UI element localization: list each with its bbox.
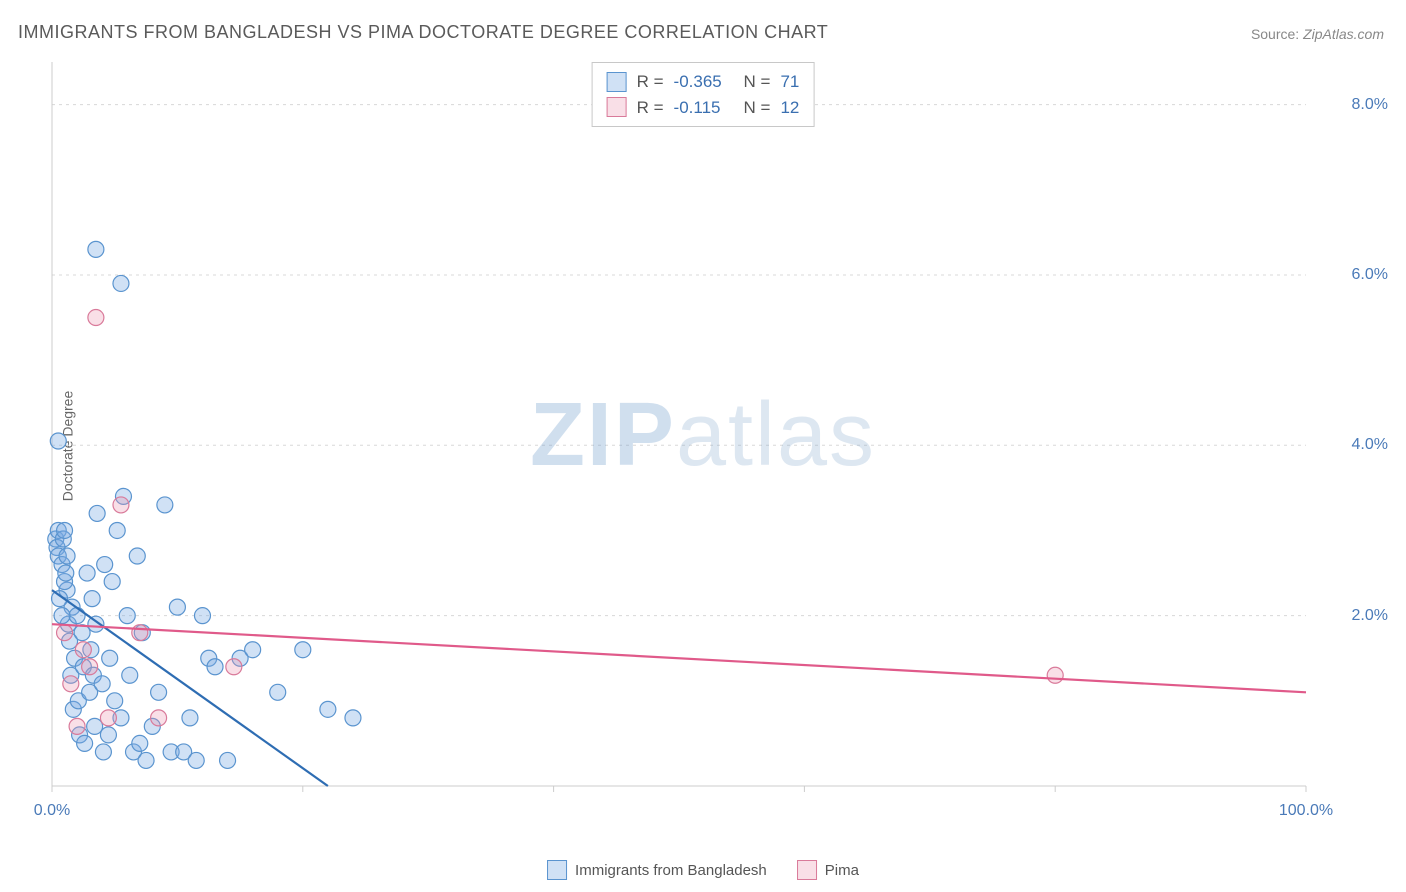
scatter-point — [194, 608, 210, 624]
scatter-point — [88, 241, 104, 257]
scatter-point — [226, 659, 242, 675]
scatter-point — [79, 565, 95, 581]
scatter-point — [88, 310, 104, 326]
scatter-point — [151, 684, 167, 700]
stats-n-value: 71 — [780, 69, 799, 95]
scatter-point — [54, 608, 70, 624]
scatter-point — [50, 433, 66, 449]
bottom-legend: Immigrants from Bangladesh Pima — [547, 860, 859, 880]
scatter-point — [75, 642, 91, 658]
stats-r-value: -0.115 — [674, 95, 734, 121]
legend-item: Pima — [797, 860, 859, 880]
source-value: ZipAtlas.com — [1303, 26, 1384, 42]
scatter-point — [151, 710, 167, 726]
scatter-point — [102, 650, 118, 666]
stats-row: R = -0.365 N = 71 — [607, 69, 800, 95]
scatter-point — [113, 275, 129, 291]
scatter-point — [129, 548, 145, 564]
scatter-point — [59, 548, 75, 564]
stats-row: R = -0.115 N = 12 — [607, 95, 800, 121]
scatter-point — [1047, 667, 1063, 683]
y-tick-label: 8.0% — [1352, 96, 1388, 114]
scatter-point — [100, 710, 116, 726]
scatter-point — [69, 718, 85, 734]
scatter-point — [132, 735, 148, 751]
stats-r-label: R = — [637, 95, 664, 121]
scatter-point — [89, 505, 105, 521]
correlation-stats-box: R = -0.365 N = 71 R = -0.115 N = 12 — [592, 62, 815, 127]
scatter-point — [77, 735, 93, 751]
scatter-point — [132, 625, 148, 641]
scatter-point — [207, 659, 223, 675]
scatter-point — [270, 684, 286, 700]
legend-swatch — [607, 97, 627, 117]
y-tick-label: 2.0% — [1352, 607, 1388, 625]
legend-swatch — [607, 72, 627, 92]
scatter-point — [245, 642, 261, 658]
stats-r-label: R = — [637, 69, 664, 95]
stats-n-label: N = — [744, 95, 771, 121]
source-attribution: Source: ZipAtlas.com — [1251, 26, 1384, 42]
x-tick-label: 0.0% — [34, 802, 70, 820]
scatter-point — [63, 676, 79, 692]
scatter-point — [94, 676, 110, 692]
scatter-point — [122, 667, 138, 683]
scatter-point — [138, 752, 154, 768]
scatter-point — [69, 608, 85, 624]
legend-label: Immigrants from Bangladesh — [575, 862, 767, 879]
x-tick-label: 100.0% — [1279, 802, 1333, 820]
scatter-point — [82, 659, 98, 675]
scatter-point — [113, 497, 129, 513]
source-label: Source: — [1251, 26, 1299, 42]
scatter-point — [345, 710, 361, 726]
legend-swatch — [797, 860, 817, 880]
scatter-point — [119, 608, 135, 624]
stats-n-label: N = — [744, 69, 771, 95]
scatter-point — [182, 710, 198, 726]
scatter-point — [95, 744, 111, 760]
scatter-point — [97, 557, 113, 573]
legend-label: Pima — [825, 862, 859, 879]
scatter-point — [107, 693, 123, 709]
scatter-point — [169, 599, 185, 615]
scatter-point — [295, 642, 311, 658]
stats-r-value: -0.365 — [674, 69, 734, 95]
scatter-point — [157, 497, 173, 513]
scatter-point — [57, 522, 73, 538]
legend-swatch — [547, 860, 567, 880]
scatter-point — [109, 522, 125, 538]
scatter-point — [87, 718, 103, 734]
scatter-point — [58, 565, 74, 581]
scatter-point — [100, 727, 116, 743]
plot-area — [48, 58, 1368, 816]
scatter-point — [320, 701, 336, 717]
chart-title: IMMIGRANTS FROM BANGLADESH VS PIMA DOCTO… — [18, 22, 828, 43]
scatter-point — [104, 574, 120, 590]
y-tick-label: 4.0% — [1352, 436, 1388, 454]
scatter-point — [188, 752, 204, 768]
scatter-point — [84, 591, 100, 607]
scatter-point — [220, 752, 236, 768]
scatter-point — [57, 625, 73, 641]
legend-item: Immigrants from Bangladesh — [547, 860, 767, 880]
scatter-plot-svg — [48, 58, 1368, 816]
stats-n-value: 12 — [780, 95, 799, 121]
y-tick-label: 6.0% — [1352, 266, 1388, 284]
